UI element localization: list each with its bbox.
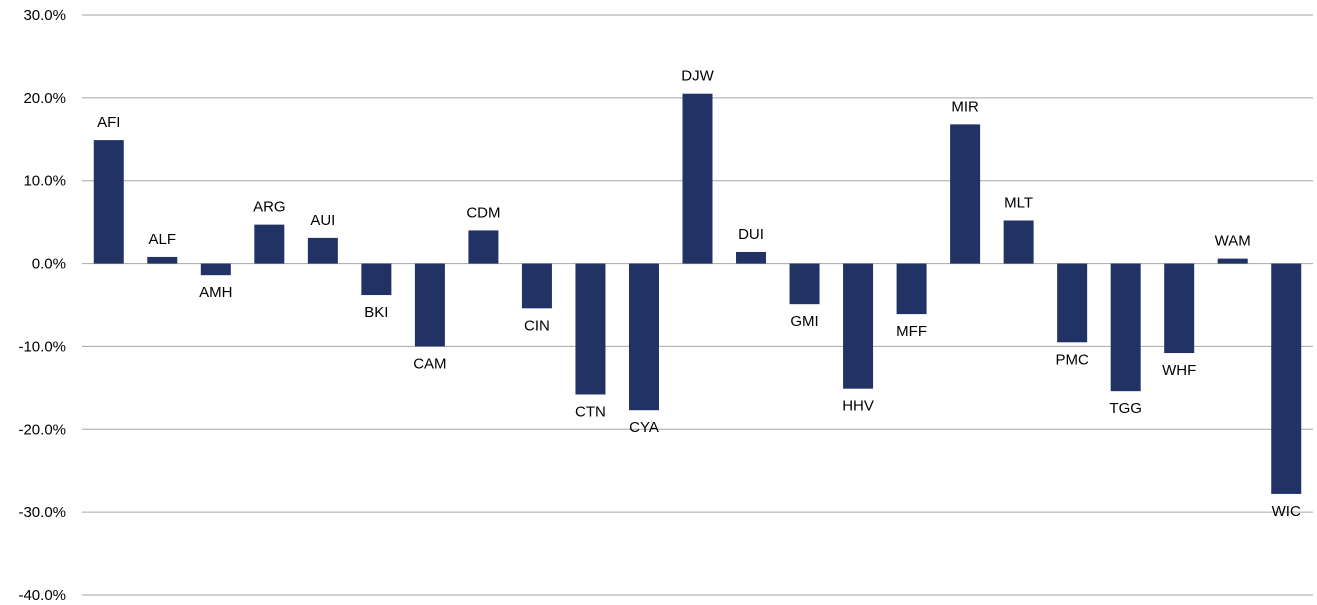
y-tick-label: -40.0% — [18, 587, 66, 604]
y-tick-label: 10.0% — [23, 173, 66, 190]
y-tick-label: 30.0% — [23, 7, 66, 24]
category-label: CIN — [524, 317, 550, 334]
category-label: TGG — [1109, 400, 1142, 417]
y-axis-tick-labels: 30.0% 20.0% 10.0% 0.0% -10.0% -20.0% -30.0% -40… — [18, 7, 66, 604]
bar-mff — [896, 263, 927, 315]
bar-djw — [682, 93, 713, 264]
category-label: ARG — [253, 199, 286, 216]
bar-bki — [361, 263, 392, 296]
bar-amh — [200, 263, 231, 276]
category-label: WIC — [1272, 503, 1301, 520]
bar-afi — [93, 140, 124, 264]
bar-tgg — [1110, 263, 1141, 392]
bar-aui — [307, 237, 338, 264]
bar-alf — [147, 256, 178, 264]
bar-whf — [1164, 263, 1195, 354]
category-label: DJW — [681, 68, 714, 85]
category-label: CAM — [413, 355, 446, 372]
bar-wam — [1217, 258, 1248, 264]
bar-cdm — [468, 230, 499, 264]
category-label: ALF — [149, 231, 177, 248]
bar-wic — [1271, 263, 1302, 494]
y-tick-label: -30.0% — [18, 504, 66, 521]
bar-cam — [414, 263, 445, 347]
y-tick-label: -20.0% — [18, 421, 66, 438]
category-label: WHF — [1162, 362, 1196, 379]
bar-hhv — [843, 263, 874, 389]
category-label: GMI — [790, 313, 818, 330]
category-label: HHV — [842, 398, 874, 415]
category-label: AMH — [199, 284, 232, 301]
bar-arg — [254, 224, 285, 264]
bar-cin — [521, 263, 552, 309]
bar-mlt — [1003, 220, 1034, 264]
category-label: MLT — [1004, 194, 1033, 211]
category-label: MIR — [951, 98, 979, 115]
category-label: CTN — [575, 403, 606, 420]
y-tick-label: 20.0% — [23, 90, 66, 107]
category-label: PMC — [1055, 351, 1089, 368]
category-label: AFI — [97, 114, 120, 131]
bar-pmc — [1057, 263, 1088, 343]
category-label: CDM — [466, 204, 500, 221]
category-label: DUI — [738, 226, 764, 243]
category-label: AUI — [310, 212, 335, 229]
category-label: WAM — [1215, 233, 1251, 250]
bar-cya — [628, 263, 659, 411]
bar-ctn — [575, 263, 606, 395]
category-label: BKI — [364, 304, 388, 321]
bar-dui — [736, 251, 767, 264]
category-label: CYA — [629, 419, 659, 436]
y-tick-label: -10.0% — [18, 338, 66, 355]
category-label: MFF — [896, 323, 927, 340]
bar-mir — [950, 124, 981, 264]
category-labels: AFI ALF AMH ARG AUI BKI CAM CDM CIN CTN CYA DJW DUI G… — [97, 68, 1301, 520]
bar-gmi — [789, 263, 820, 305]
y-tick-label: 0.0% — [32, 256, 66, 273]
bars — [93, 93, 1302, 494]
